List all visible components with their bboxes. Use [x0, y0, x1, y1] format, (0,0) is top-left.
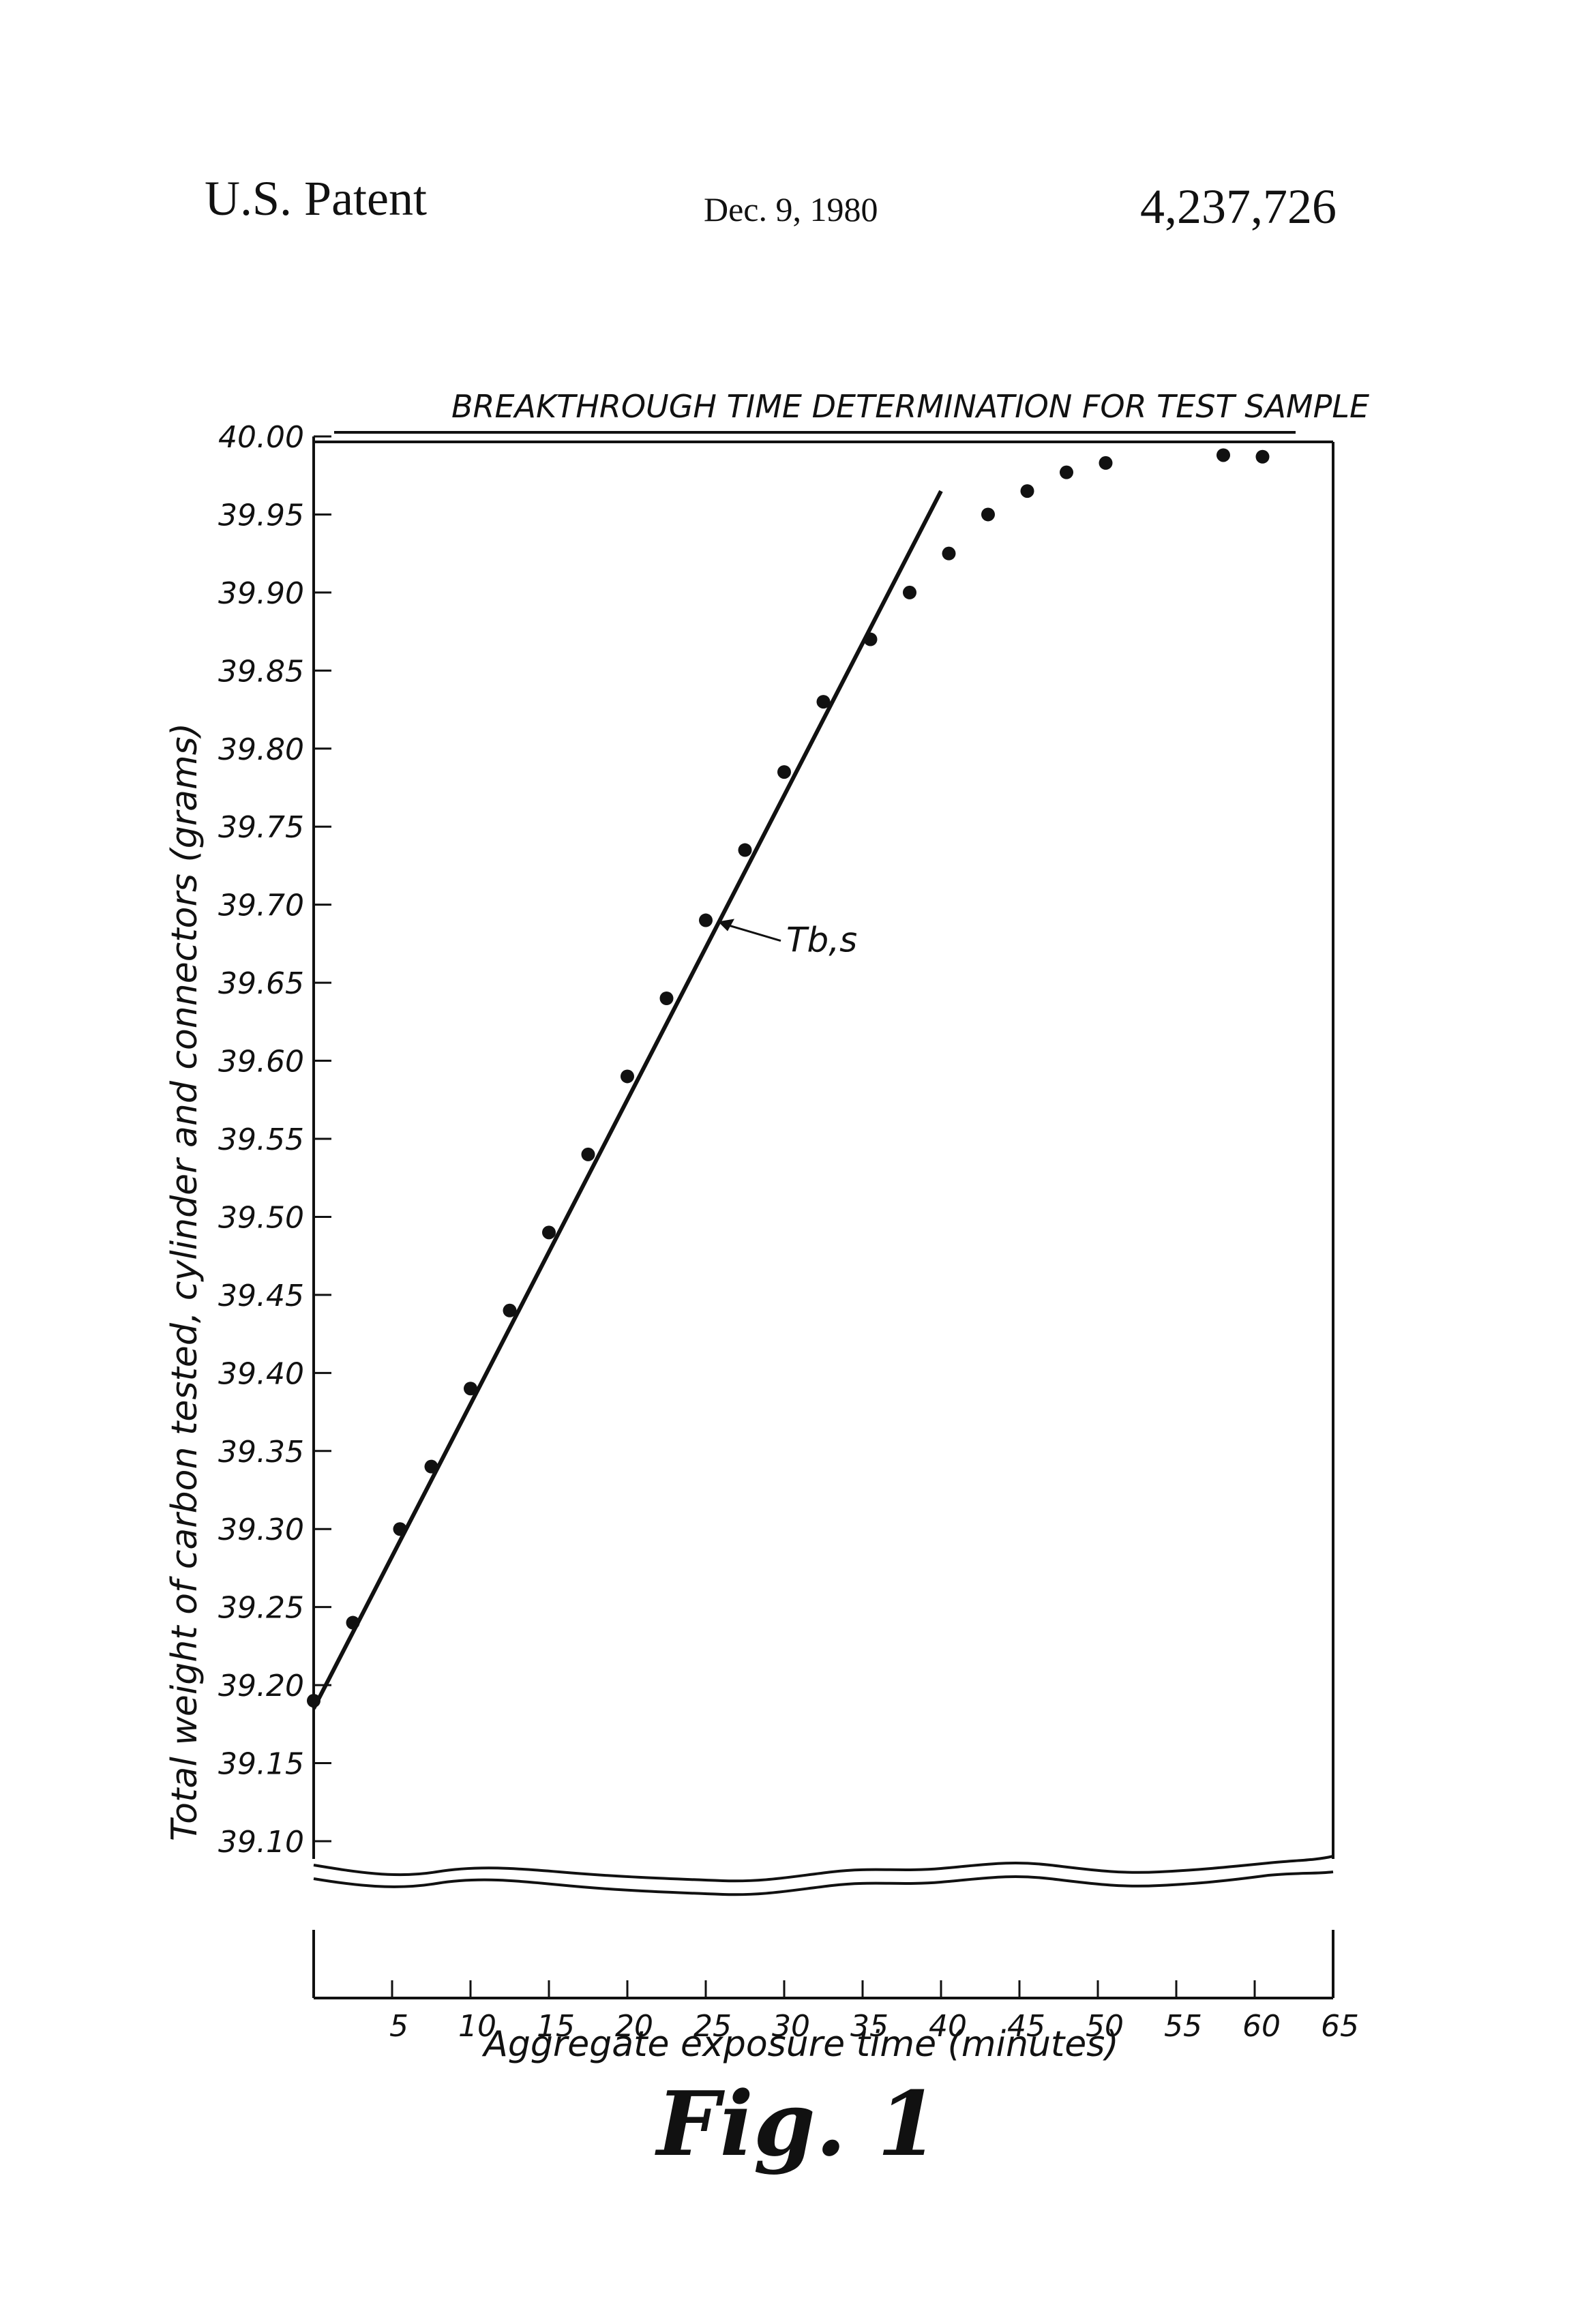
y-tick-label-14: 39.80 [218, 732, 304, 767]
x-tick-label-5: 30 [772, 2009, 810, 2044]
x-tick-label-2: 15 [537, 2009, 575, 2044]
x-tick-label-9: 50 [1086, 2009, 1124, 2044]
x-tick-label-10: 55 [1164, 2009, 1202, 2044]
data-point-15 [903, 585, 916, 599]
y-tick-label-17: 39.95 [218, 498, 304, 533]
x-axis-ticks: 5 10 15 20 25 30 35 40 45 50 55 60 65 [389, 1980, 1359, 2044]
x-tick-label-1: 10 [458, 2009, 496, 2044]
x-tick-label-3: 20 [615, 2009, 653, 2044]
data-point-11 [738, 843, 752, 857]
data-point-21 [1217, 448, 1230, 462]
y-tick-label-1: 39.15 [218, 1747, 304, 1782]
data-point-9 [659, 992, 674, 1005]
data-point-5 [503, 1303, 517, 1317]
annotation-leader [720, 922, 781, 942]
axis-break-lower [313, 1871, 1334, 1896]
y-tick-label-18: 40.00 [218, 420, 304, 455]
data-point-2 [393, 1522, 407, 1536]
data-point-19 [1060, 465, 1073, 479]
data-point-18 [1020, 484, 1034, 498]
data-points [307, 448, 1270, 1708]
data-point-16 [942, 546, 956, 561]
y-tick-label-8: 39.50 [218, 1200, 304, 1235]
x-tick-label-4: 25 [693, 2009, 732, 2044]
x-tick-label-12: 65 [1321, 2009, 1359, 2044]
x-tick-label-7: 40 [929, 2009, 967, 2044]
y-axis-label: Total weight of carbon tested, cylinder … [164, 723, 205, 1841]
x-tick-label-6: 35 [850, 2009, 889, 2044]
data-point-1 [346, 1615, 360, 1630]
data-point-4 [464, 1382, 477, 1396]
data-point-22 [1255, 449, 1270, 464]
axis-break-upper [313, 1855, 1334, 1883]
y-tick-label-9: 39.55 [218, 1122, 304, 1157]
data-point-20 [1099, 456, 1113, 470]
y-tick-label-16: 39.90 [218, 576, 304, 611]
y-tick-label-10: 39.60 [218, 1045, 304, 1079]
y-tick-label-5: 39.35 [218, 1435, 304, 1470]
y-tick-label-15: 39.85 [218, 654, 304, 689]
data-point-13 [816, 695, 831, 709]
patent-label: U.S. Patent [205, 171, 428, 226]
patent-number: 4,237,726 [1140, 179, 1337, 234]
data-point-8 [621, 1069, 634, 1084]
data-point-14 [863, 632, 878, 646]
annotation-label: Tb,s [786, 921, 857, 960]
annotation-layer: Tb,s [718, 919, 857, 960]
data-point-17 [981, 507, 995, 522]
x-axis-label: Aggregate exposure time (minutes) [481, 2024, 1118, 2065]
data-point-10 [699, 913, 713, 927]
annotation-arrowhead [718, 919, 734, 932]
y-tick-label-6: 39.40 [218, 1356, 304, 1391]
data-point-6 [542, 1225, 556, 1240]
y-tick-label-7: 39.45 [218, 1279, 304, 1313]
data-point-0 [307, 1694, 320, 1708]
y-tick-label-12: 39.70 [218, 889, 304, 923]
y-tick-label-3: 39.25 [218, 1591, 304, 1626]
y-tick-label-2: 39.20 [218, 1669, 304, 1703]
figure-label: Fig. 1 [654, 2072, 939, 2176]
y-tick-label-11: 39.65 [218, 966, 304, 1001]
data-point-3 [424, 1459, 438, 1474]
y-tick-label-4: 39.30 [218, 1513, 304, 1547]
fit-line [312, 490, 943, 1710]
fit-line-layer [312, 490, 943, 1710]
x-tick-label-8: 45 [1007, 2009, 1045, 2044]
data-point-12 [777, 765, 791, 779]
y-tick-label-0: 39.10 [218, 1825, 304, 1860]
patent-date: Dec. 9, 1980 [704, 190, 878, 228]
y-axis-ticks: 39.10 39.15 39.20 39.25 39.30 39.35 39.40 39.45… [218, 420, 331, 1860]
x-tick-label-11: 60 [1242, 2009, 1281, 2044]
x-tick-label-0: 5 [389, 2009, 408, 2044]
chart-title: BREAKTHROUGH TIME DETERMINATION FOR TEST… [451, 388, 1369, 425]
y-tick-label-13: 39.75 [218, 810, 304, 845]
data-point-7 [581, 1147, 595, 1161]
